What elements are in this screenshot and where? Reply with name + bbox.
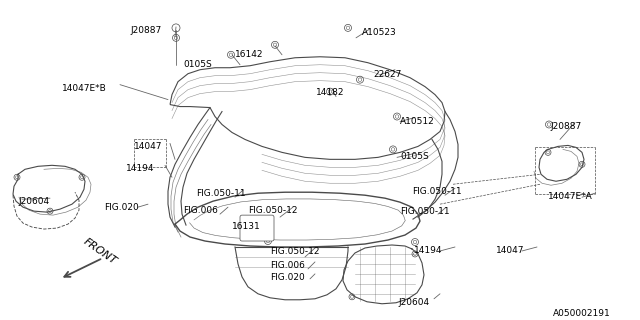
Text: 16131: 16131 <box>232 222 260 231</box>
Text: FIG.050-11: FIG.050-11 <box>196 189 246 198</box>
Text: 14047E*A: 14047E*A <box>548 192 593 201</box>
Text: FIG.020: FIG.020 <box>270 273 305 282</box>
Text: FIG.050-11: FIG.050-11 <box>400 207 450 216</box>
Text: 0105S: 0105S <box>400 152 429 161</box>
Text: J20887: J20887 <box>130 26 161 35</box>
Text: 16142: 16142 <box>235 50 264 59</box>
Text: 14047: 14047 <box>134 142 163 151</box>
FancyBboxPatch shape <box>240 215 274 241</box>
Text: 14194: 14194 <box>126 164 154 173</box>
Text: A10523: A10523 <box>362 28 397 37</box>
Text: FIG.050-12: FIG.050-12 <box>248 206 298 215</box>
PathPatch shape <box>170 57 445 159</box>
Text: FIG.050-12: FIG.050-12 <box>270 247 319 256</box>
Text: FIG.020: FIG.020 <box>104 203 139 212</box>
Text: 22627: 22627 <box>373 70 401 79</box>
Text: A10512: A10512 <box>400 116 435 125</box>
Text: 14047E*B: 14047E*B <box>62 84 107 93</box>
Text: J20604: J20604 <box>18 197 49 206</box>
Text: 0105S: 0105S <box>183 60 212 69</box>
Text: 14194: 14194 <box>414 246 442 255</box>
Text: J20887: J20887 <box>550 122 581 131</box>
Text: FRONT: FRONT <box>82 236 119 266</box>
Text: FIG.006: FIG.006 <box>270 261 305 270</box>
Text: FIG.050-11: FIG.050-11 <box>412 187 461 196</box>
Text: A050002191: A050002191 <box>553 309 611 318</box>
Text: 14047: 14047 <box>496 246 525 255</box>
Text: 14182: 14182 <box>316 88 344 97</box>
Text: FIG.006: FIG.006 <box>183 206 218 215</box>
Text: J20604: J20604 <box>398 298 429 307</box>
